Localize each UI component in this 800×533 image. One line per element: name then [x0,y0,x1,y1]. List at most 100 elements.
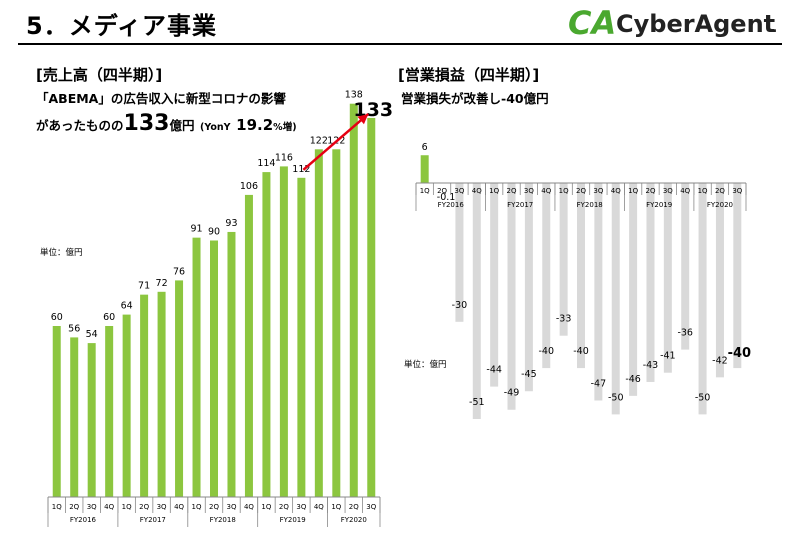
revenue-headline-part-a: があったものの [36,118,124,133]
revenue-value-label: 93 [225,218,237,229]
profit-value-label: -51 [469,397,485,408]
profit-quarter-label: 2Q [507,187,517,195]
revenue-bar [297,177,306,498]
profit-bar [594,183,603,401]
profit-bar [663,183,672,373]
profit-bar [524,183,533,392]
revenue-bar [210,240,218,497]
revenue-quarter-label: 2Q [69,503,79,511]
profit-bar [715,183,724,378]
revenue-quarter-label: 4Q [314,503,324,511]
header-divider [18,43,782,45]
revenue-value-label: 72 [156,278,168,289]
profit-heading: [営業損益（四半期）] [398,66,540,84]
revenue-quarter-label: 1Q [192,503,202,511]
profit-bar [507,183,516,410]
profit-year-label: FY2019 [646,201,672,209]
revenue-headline-yoy-suffix: %増) [273,122,297,133]
revenue-value-label: 76 [173,266,185,277]
profit-value-label: -50 [608,392,624,403]
revenue-quarter-label: 3Q [157,503,167,511]
logo-name: CyberAgent [616,10,775,38]
profit-bar [681,183,690,350]
profit-quarter-label: 3Q [663,187,673,195]
revenue-quarter-label: 3Q [296,503,306,511]
profit-quarter-label: 1Q [489,187,499,195]
profit-year-label: FY2017 [507,201,533,209]
revenue-value-label: 60 [103,312,115,323]
cyberagent-logo: CA CyberAgent . [568,4,777,41]
revenue-bar [52,326,61,497]
profit-value-label: -43 [643,360,659,371]
revenue-year-label: FY2018 [210,516,236,524]
revenue-headline: があったものの133億円 (YonY 19.2%増) [36,111,297,136]
revenue-value-label: 106 [240,181,258,192]
profit-value-label: 6 [422,142,428,153]
revenue-value-label: 91 [190,224,202,235]
profit-quarter-label: 1Q [628,187,638,195]
revenue-unit-label: 単位：億円 [40,248,83,258]
profit-quarter-label: 3Q [593,187,603,195]
revenue-quarter-label: 1Q [261,503,271,511]
growth-arrow-head [357,113,369,125]
revenue-bar [122,314,131,497]
page-title: 5．メディア事業 [26,12,218,40]
revenue-year-label: FY2017 [140,516,166,524]
profit-bar [733,183,742,369]
profit-value-label: -40 [538,346,554,357]
profit-value-label: -46 [625,374,641,385]
revenue-year-label: FY2019 [280,516,306,524]
revenue-headline-unit: 億円 [169,118,195,133]
revenue-year-label: FY2020 [341,516,367,524]
revenue-value-label: 54 [86,329,98,340]
profit-year-label: FY2016 [438,201,465,209]
revenue-value-label: 122 [310,135,328,146]
revenue-bar [244,194,253,497]
profit-bar [490,183,499,387]
revenue-value-label: 56 [68,323,80,334]
profit-quarter-label: 2Q [715,187,725,195]
revenue-bar [70,337,79,497]
revenue-value-label: 71 [138,281,150,292]
profit-quarter-label: 2Q [645,187,655,195]
revenue-bar [314,149,323,498]
revenue-value-label: 114 [257,158,275,169]
profit-note-line1: 営業損失が改善し-40億円 [401,91,549,106]
profit-quarter-label: 3Q [454,187,464,195]
revenue-quarter-label: 1Q [52,503,62,511]
profit-year-label: FY2018 [577,201,603,209]
profit-bar [420,155,429,183]
profit-value-label: -30 [452,300,468,311]
profit-year-label: FY2020 [707,201,733,209]
revenue-quarter-label: 1Q [122,503,132,511]
revenue-heading: [売上高（四半期）] [36,66,163,84]
revenue-value-label: 112 [292,164,310,175]
profit-value-label: -41 [660,351,676,362]
profit-value-label: -50 [695,392,711,403]
revenue-value-label: 116 [275,152,293,163]
revenue-quarter-label: 4Q [244,503,254,511]
revenue-bar [192,237,201,497]
revenue-value-label: 90 [208,227,220,238]
profit-bar [698,183,707,415]
profit-unit-label: 単位：億円 [404,360,447,370]
profit-value-label: -49 [504,388,520,399]
revenue-note-line1: 「ABEMA」の広告収入に新型コロナの影響 [36,91,286,106]
profit-value-label: -45 [521,369,537,380]
growth-arrow-line [302,113,370,171]
logo-mark: CA [568,4,616,41]
profit-bar [472,183,481,419]
revenue-quarter-label: 3Q [87,503,97,511]
profit-bar [629,183,638,396]
revenue-bar [157,291,166,497]
revenue-headline-yoy-value: 19.2 [236,116,274,134]
profit-quarter-label: 3Q [524,187,534,195]
revenue-bar [349,103,358,497]
revenue-quarter-label: 2Q [349,503,359,511]
revenue-bar [140,294,149,497]
profit-quarter-label: 4Q [541,187,551,195]
profit-value-label: -36 [677,328,693,339]
revenue-bar [262,172,271,497]
revenue-value-label: 138 [345,90,363,101]
